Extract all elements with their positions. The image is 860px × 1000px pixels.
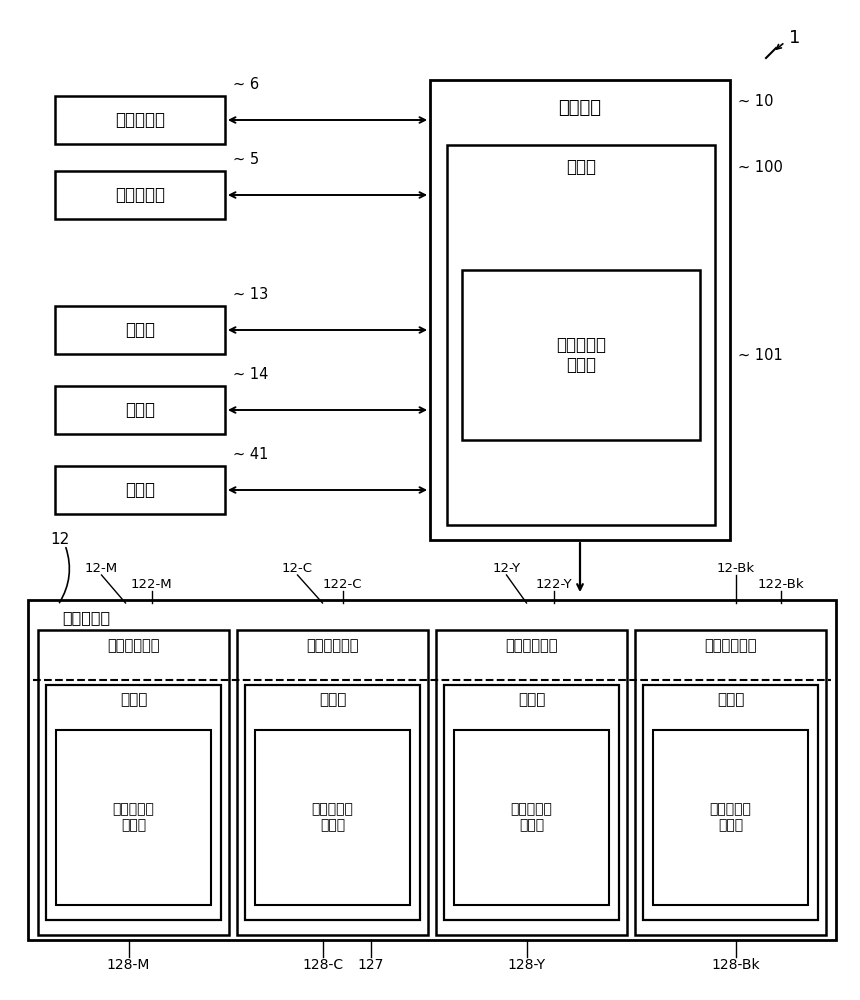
Text: 12: 12 bbox=[51, 532, 70, 548]
Text: 原稿读取部: 原稿读取部 bbox=[115, 186, 165, 204]
Text: 显影部: 显影部 bbox=[120, 692, 147, 708]
Text: 显影部: 显影部 bbox=[319, 692, 347, 708]
Text: ~ 13: ~ 13 bbox=[233, 287, 268, 302]
Text: 12-C: 12-C bbox=[282, 562, 313, 574]
Text: ~ 6: ~ 6 bbox=[233, 77, 259, 92]
Bar bbox=[430, 80, 730, 540]
Text: 显影部: 显影部 bbox=[717, 692, 744, 708]
Text: 128-Bk: 128-Bk bbox=[711, 958, 760, 972]
Bar bbox=[55, 306, 225, 354]
Bar bbox=[55, 386, 225, 434]
Text: 122-Bk: 122-Bk bbox=[757, 578, 804, 590]
Text: 控制单元: 控制单元 bbox=[558, 99, 601, 117]
Bar bbox=[55, 466, 225, 514]
Text: ~ 41: ~ 41 bbox=[233, 447, 268, 462]
Text: ~ 100: ~ 100 bbox=[738, 159, 783, 174]
Text: 122-Y: 122-Y bbox=[535, 578, 572, 590]
Text: 图像形成部: 图像形成部 bbox=[62, 610, 110, 626]
Bar bbox=[447, 145, 715, 525]
Text: 图像形成单元: 图像形成单元 bbox=[506, 639, 558, 654]
Text: 1: 1 bbox=[789, 29, 801, 47]
Text: 图像形成单元: 图像形成单元 bbox=[306, 639, 359, 654]
Text: ~ 5: ~ 5 bbox=[233, 152, 259, 167]
Text: 127: 127 bbox=[357, 958, 384, 972]
Bar bbox=[255, 730, 410, 905]
Bar bbox=[436, 630, 627, 935]
Bar bbox=[653, 730, 808, 905]
Bar bbox=[635, 630, 826, 935]
Bar bbox=[38, 630, 229, 935]
Bar bbox=[46, 685, 221, 920]
Bar bbox=[444, 685, 619, 920]
Text: 调色剂浓度
传感器: 调色剂浓度 传感器 bbox=[511, 802, 552, 833]
Text: 调色剂浓度
传感器: 调色剂浓度 传感器 bbox=[113, 802, 155, 833]
Text: 122-C: 122-C bbox=[322, 578, 362, 590]
Bar bbox=[462, 270, 700, 440]
Text: 12-Bk: 12-Bk bbox=[716, 562, 754, 574]
Text: 122-M: 122-M bbox=[131, 578, 172, 590]
Text: ~ 101: ~ 101 bbox=[738, 348, 783, 362]
Text: 128-M: 128-M bbox=[107, 958, 150, 972]
Text: 12-Y: 12-Y bbox=[493, 562, 520, 574]
Text: 原稿供应部: 原稿供应部 bbox=[115, 111, 165, 129]
Bar bbox=[56, 730, 211, 905]
Bar bbox=[245, 685, 420, 920]
Text: 显示部: 显示部 bbox=[125, 481, 155, 499]
Text: 128-Y: 128-Y bbox=[507, 958, 545, 972]
Text: 控制部: 控制部 bbox=[566, 158, 596, 176]
Text: 图像形成单元: 图像形成单元 bbox=[704, 639, 757, 654]
Text: 显影部: 显影部 bbox=[518, 692, 545, 708]
Text: 调色剂浓度
传感器: 调色剂浓度 传感器 bbox=[710, 802, 752, 833]
Text: 调色剂浓度
传感器: 调色剂浓度 传感器 bbox=[311, 802, 353, 833]
Bar bbox=[237, 630, 428, 935]
Bar bbox=[28, 600, 836, 940]
Bar bbox=[643, 685, 818, 920]
Bar bbox=[55, 171, 225, 219]
Text: 定影部: 定影部 bbox=[125, 321, 155, 339]
Text: 图像形成单元: 图像形成单元 bbox=[108, 639, 160, 654]
Text: 12-M: 12-M bbox=[85, 562, 118, 574]
Text: ~ 14: ~ 14 bbox=[233, 367, 268, 382]
Bar bbox=[454, 730, 609, 905]
Text: 128-C: 128-C bbox=[302, 958, 343, 972]
Text: ~ 10: ~ 10 bbox=[738, 95, 773, 109]
Text: 调色剂浓度
控制部: 调色剂浓度 控制部 bbox=[556, 336, 606, 374]
Bar bbox=[55, 96, 225, 144]
Text: 送纸部: 送纸部 bbox=[125, 401, 155, 419]
